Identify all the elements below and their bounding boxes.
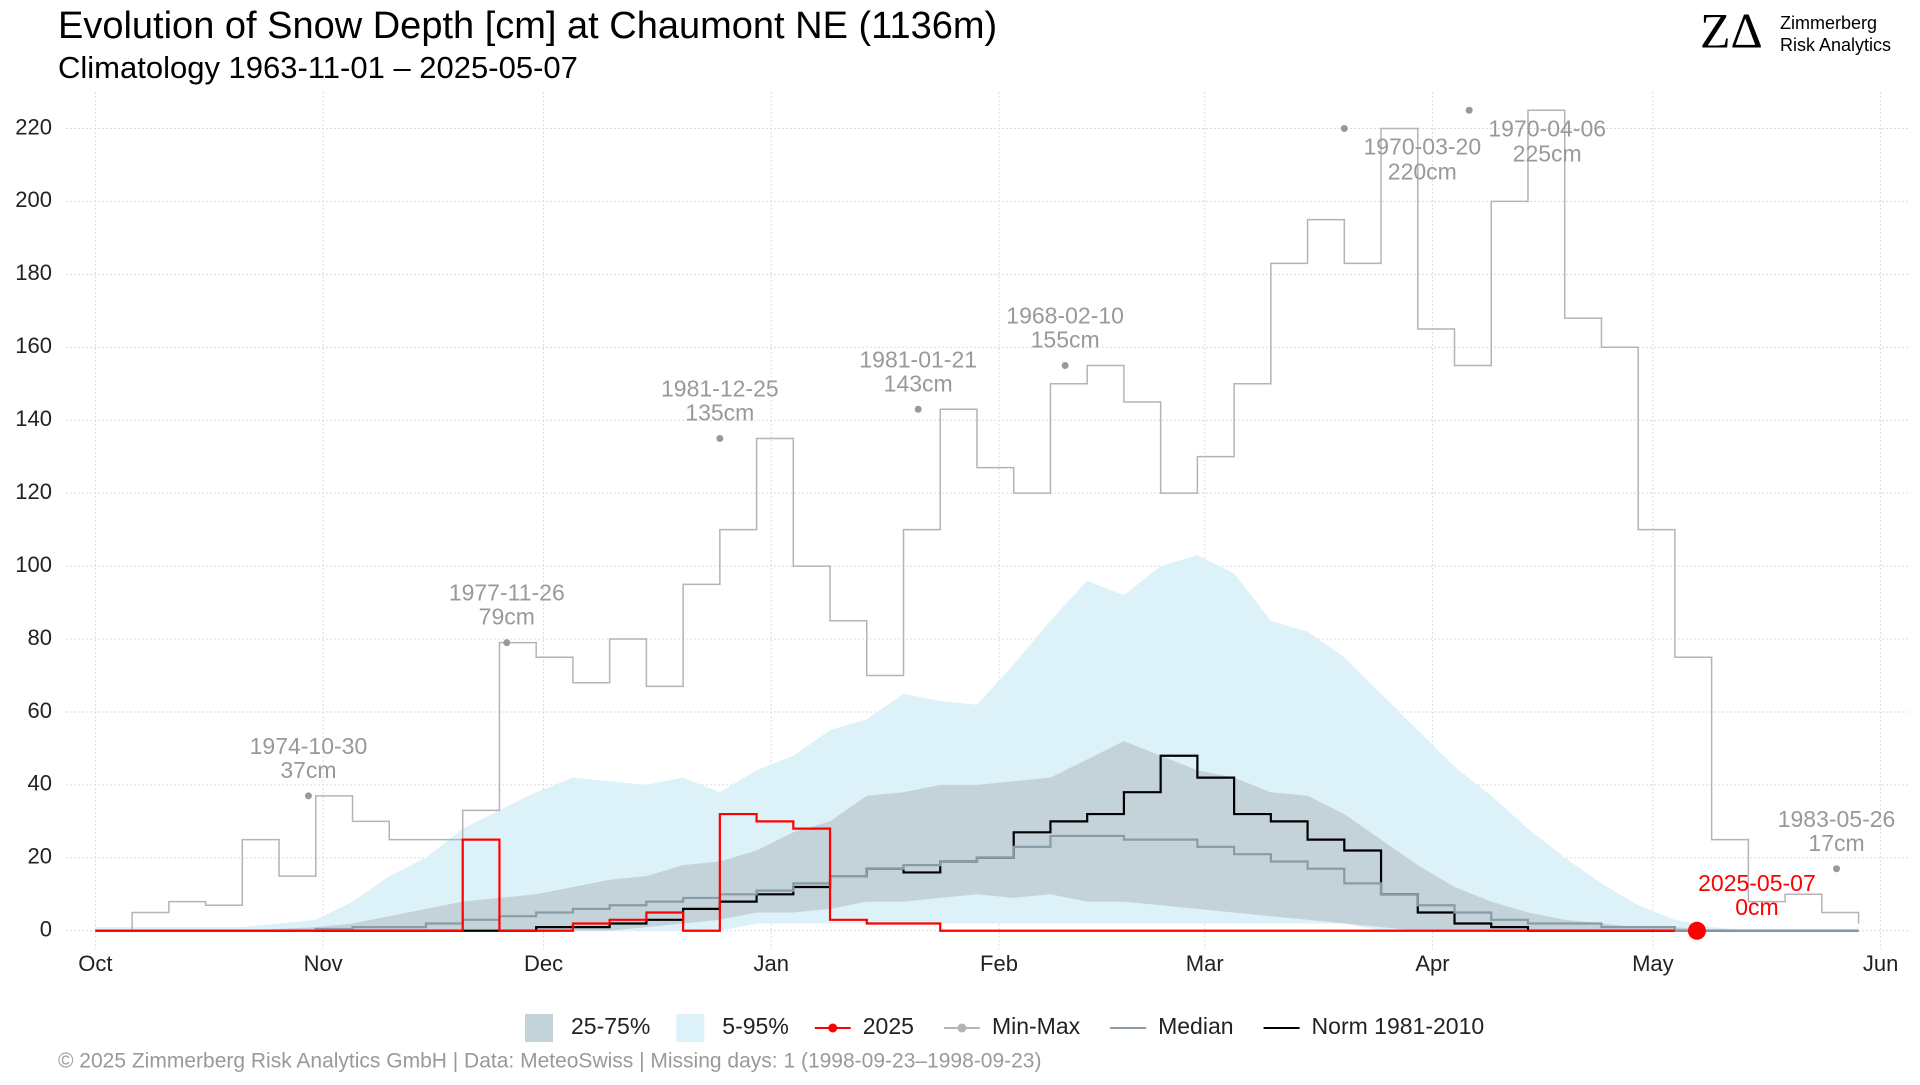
annotation-point bbox=[914, 405, 922, 413]
annotation-value: 79cm bbox=[479, 604, 535, 630]
annotation-value: 0cm bbox=[1735, 894, 1778, 920]
y-tick-label: 160 bbox=[15, 333, 52, 358]
annotation-date: 1974-10-30 bbox=[250, 733, 368, 759]
y-tick-label: 180 bbox=[15, 260, 52, 285]
annotation-date: 1983-05-26 bbox=[1778, 806, 1896, 832]
annotation-point bbox=[304, 792, 312, 800]
logo-text: Zimmerberg bbox=[1780, 13, 1877, 33]
annotation-value: 225cm bbox=[1513, 140, 1582, 166]
x-tick-label: Nov bbox=[304, 951, 343, 976]
legend-marker bbox=[957, 1023, 967, 1033]
chart-title: Evolution of Snow Depth [cm] at Chaumont… bbox=[58, 5, 997, 47]
band-area bbox=[95, 555, 1859, 931]
legend-label: 5-95% bbox=[722, 1013, 788, 1039]
x-tick-label: Jan bbox=[754, 951, 789, 976]
band-area bbox=[95, 741, 1859, 931]
legend-label: 25-75% bbox=[571, 1013, 650, 1039]
y-tick-label: 120 bbox=[15, 479, 52, 504]
annotation-point bbox=[1465, 106, 1473, 114]
annotation-point bbox=[1833, 865, 1841, 873]
legend-swatch bbox=[525, 1014, 553, 1042]
y-tick-label: 80 bbox=[28, 625, 52, 650]
series-line bbox=[95, 109, 1860, 932]
y-tick-label: 200 bbox=[15, 187, 52, 212]
y-tick-label: 0 bbox=[40, 917, 52, 942]
legend-label: Min-Max bbox=[992, 1013, 1081, 1039]
y-tick-label: 140 bbox=[15, 406, 52, 431]
annotation-point bbox=[716, 434, 724, 442]
y-tick-label: 220 bbox=[15, 114, 52, 139]
annotation-point bbox=[503, 639, 511, 647]
y-tick-label: 40 bbox=[28, 771, 52, 796]
legend-label: Median bbox=[1158, 1013, 1233, 1039]
y-tick-label: 20 bbox=[28, 844, 52, 869]
series-line bbox=[95, 754, 1859, 932]
annotation-point bbox=[1340, 124, 1348, 132]
annotation-date: 1977-11-26 bbox=[449, 580, 565, 606]
logo-text: Risk Analytics bbox=[1780, 35, 1891, 55]
annotation-value: 135cm bbox=[685, 400, 754, 426]
x-tick-label: Oct bbox=[78, 951, 112, 976]
annotation-value: 37cm bbox=[280, 757, 336, 783]
legend-label: Norm 1981-2010 bbox=[1312, 1013, 1485, 1039]
annotation-date: 1968-02-10 bbox=[1006, 303, 1124, 329]
series-line bbox=[95, 812, 1675, 932]
x-tick-label: Jun bbox=[1863, 951, 1898, 976]
x-tick-label: Dec bbox=[524, 951, 563, 976]
annotation-date: 1981-12-25 bbox=[661, 376, 779, 402]
annotation-point bbox=[1061, 362, 1069, 370]
x-tick-label: Mar bbox=[1186, 951, 1224, 976]
legend-marker bbox=[828, 1023, 838, 1033]
annotation-date: 2025-05-07 bbox=[1698, 870, 1816, 896]
annotation-value: 155cm bbox=[1031, 327, 1100, 353]
annotation-date: 1970-03-20 bbox=[1363, 134, 1481, 160]
x-tick-label: Apr bbox=[1415, 951, 1449, 976]
annotation-value: 220cm bbox=[1388, 159, 1457, 185]
x-tick-label: Feb bbox=[980, 951, 1018, 976]
x-tick-label: May bbox=[1632, 951, 1674, 976]
y-tick-label: 60 bbox=[28, 698, 52, 723]
annotation-date: 1970-04-06 bbox=[1488, 115, 1606, 141]
annotation-value: 143cm bbox=[884, 370, 953, 396]
caption: © 2025 Zimmerberg Risk Analytics GmbH | … bbox=[58, 1050, 1041, 1073]
annotation-point bbox=[1687, 921, 1706, 940]
legend-label: 2025 bbox=[863, 1013, 914, 1039]
annotation-date: 1981-01-21 bbox=[859, 346, 977, 372]
logo-mark: ZΔ bbox=[1700, 2, 1763, 58]
legend-swatch bbox=[676, 1014, 705, 1042]
chart-subtitle: Climatology 1963-11-01 – 2025-05-07 bbox=[58, 50, 578, 85]
annotation-value: 17cm bbox=[1808, 830, 1864, 856]
y-tick-label: 100 bbox=[15, 552, 52, 577]
